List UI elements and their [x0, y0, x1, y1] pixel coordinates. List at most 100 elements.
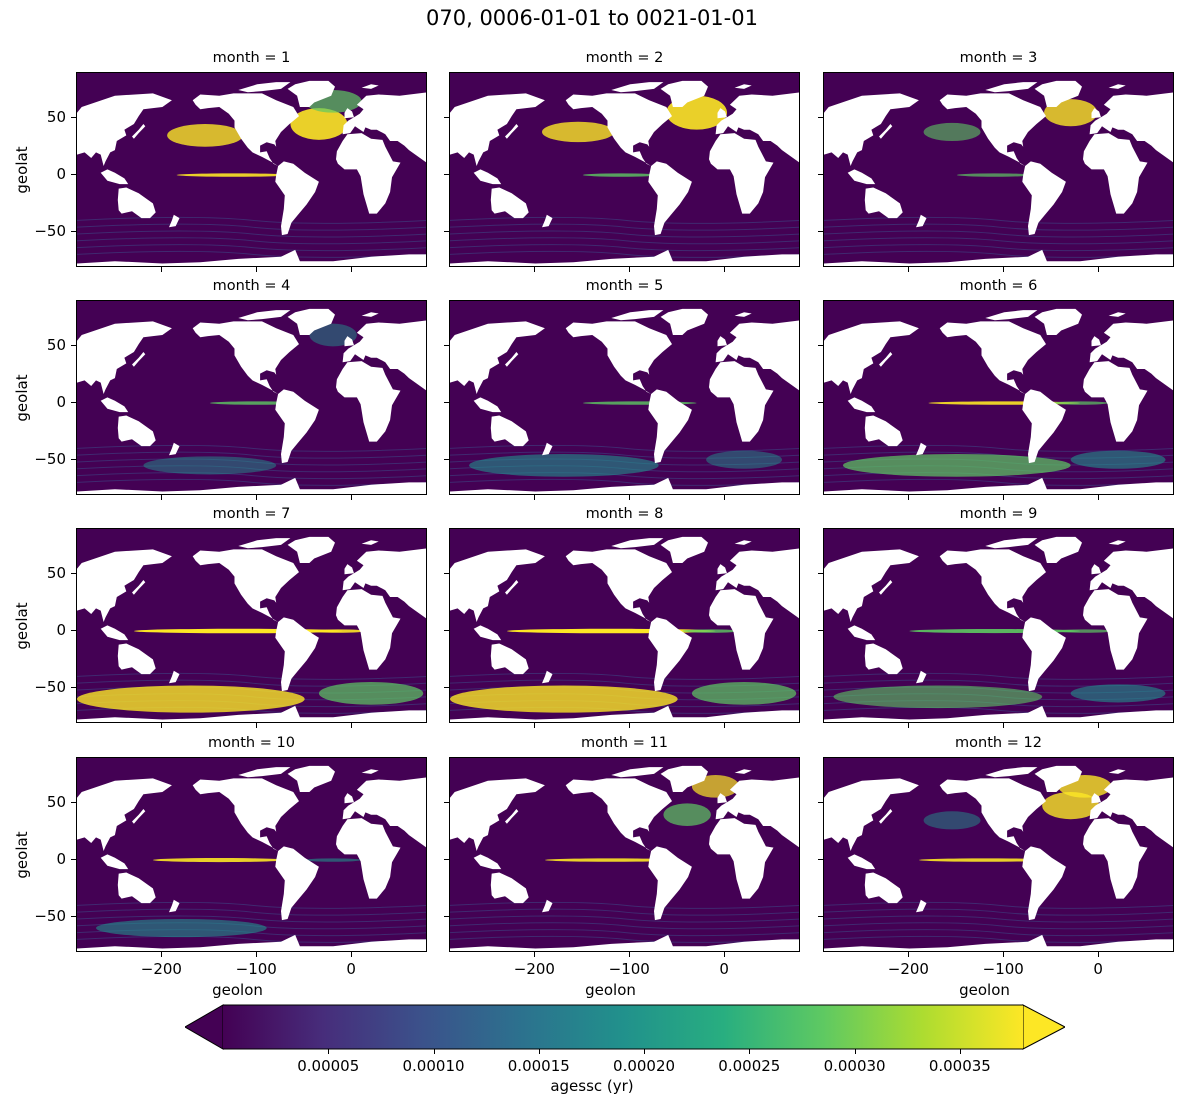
land-mask-eurasia [715, 320, 799, 391]
land-mask-australia [117, 872, 156, 904]
land-mask-eurasia [715, 548, 799, 619]
agessc-hotspot [582, 173, 659, 177]
facet-title: month = 4 [212, 278, 291, 294]
ytick-label: −50 [34, 449, 66, 468]
ocean-texture [450, 250, 799, 258]
land-mask-arcticIslands [238, 82, 291, 93]
land-mask-southAmerica [648, 617, 692, 692]
land-mask-greenland [287, 536, 335, 563]
facet-map [449, 528, 800, 723]
land-mask-africa [1083, 818, 1148, 899]
land-mask-australia [864, 415, 903, 447]
xtick-label: 0 [346, 960, 356, 978]
land-mask-africa [336, 589, 401, 670]
agessc-hotspot [143, 456, 277, 475]
land-mask-australia [490, 187, 529, 219]
land-mask-arcticIslands [238, 767, 291, 778]
agessc-hotspot [956, 173, 1033, 177]
ocean-texture [824, 706, 1173, 714]
land-mask-eurasia [1089, 320, 1173, 391]
ytick-mark [71, 859, 76, 861]
map-svg [77, 758, 426, 951]
map-svg [450, 529, 799, 722]
land-mask-southAmerica [275, 161, 319, 236]
xtick-mark [724, 952, 726, 957]
land-mask-eurasia [1089, 777, 1173, 848]
agessc-hotspot [77, 685, 305, 713]
agessc-hotspot [923, 122, 981, 142]
land-mask-africa [336, 133, 401, 214]
land-mask-eurasiaWest [450, 549, 545, 622]
agessc-hotspot [152, 857, 286, 863]
land-mask-japan [879, 580, 893, 595]
colorbar-tick-mark [854, 1049, 856, 1054]
colorbar-tick-mark [538, 1049, 540, 1054]
land-mask-indonesia [473, 169, 502, 185]
land-mask-australia [117, 643, 156, 675]
land-mask-northAmerica [565, 321, 672, 394]
land-mask-svalbard [361, 312, 379, 317]
agessc-hotspot [663, 803, 711, 827]
xtick-mark [1003, 267, 1005, 272]
land-mask-arcticIslands [985, 82, 1038, 93]
land-mask-uk [717, 564, 727, 575]
land-mask-indonesia [847, 397, 876, 413]
land-mask-uk [717, 336, 727, 347]
land-mask-eurasiaWest [77, 549, 172, 622]
land-mask-eurasia [1089, 548, 1173, 619]
land-mask-greenland [1034, 80, 1082, 107]
colorbar-tick-label: 0.00030 [823, 1057, 886, 1075]
ytick-mark [818, 230, 823, 232]
xtick-mark [724, 267, 726, 272]
ytick-mark [444, 915, 449, 917]
agessc-hotspot [1056, 629, 1114, 633]
map-svg [824, 758, 1173, 951]
land-mask-greenland [1034, 536, 1082, 563]
ytick-mark [444, 230, 449, 232]
ocean-texture [824, 922, 1173, 930]
xtick-mark [161, 723, 163, 728]
agessc-hotspot [290, 108, 348, 140]
land-mask-antarctica [824, 477, 1173, 494]
facet-map [76, 300, 427, 495]
land-mask-arcticIslands [611, 82, 664, 93]
xtick-mark [534, 952, 536, 957]
land-mask-indonesia [847, 625, 876, 641]
facet-map [823, 72, 1174, 267]
ocean-texture [450, 223, 799, 231]
land-mask-greenland [660, 80, 708, 107]
land-mask-africa [709, 361, 774, 442]
xtick-mark [724, 723, 726, 728]
ocean-texture [77, 478, 426, 486]
xtick-label: −100 [982, 960, 1024, 978]
agessc-hotspot [542, 121, 615, 143]
ytick-mark [818, 859, 823, 861]
ytick-mark [444, 686, 449, 688]
ocean-texture [824, 223, 1173, 231]
map-svg [450, 758, 799, 951]
ytick-mark [444, 174, 449, 176]
ytick-mark [71, 345, 76, 347]
land-mask-eurasiaWest [824, 93, 919, 166]
facet-map [449, 72, 800, 267]
land-mask-indonesia [473, 397, 502, 413]
land-mask-svalbard [734, 312, 752, 317]
ytick-mark [71, 174, 76, 176]
ocean-texture [77, 908, 426, 916]
land-mask-newZealand [916, 442, 927, 456]
map-svg [824, 301, 1173, 494]
ocean-texture [77, 230, 426, 238]
ytick-mark [71, 802, 76, 804]
land-mask-eurasia [342, 777, 426, 848]
facet-title: month = 11 [581, 735, 668, 751]
agessc-hotspot [304, 858, 362, 862]
colorbar-tick-label: 0.00025 [718, 1057, 781, 1075]
ytick-mark [818, 345, 823, 347]
colorbar-tick-mark [328, 1049, 330, 1054]
map-svg [450, 73, 799, 266]
ytick-mark [71, 573, 76, 575]
ocean-texture [77, 244, 426, 252]
ytick-mark [818, 174, 823, 176]
facet-title: month = 6 [959, 278, 1038, 294]
land-mask-australia [864, 187, 903, 219]
